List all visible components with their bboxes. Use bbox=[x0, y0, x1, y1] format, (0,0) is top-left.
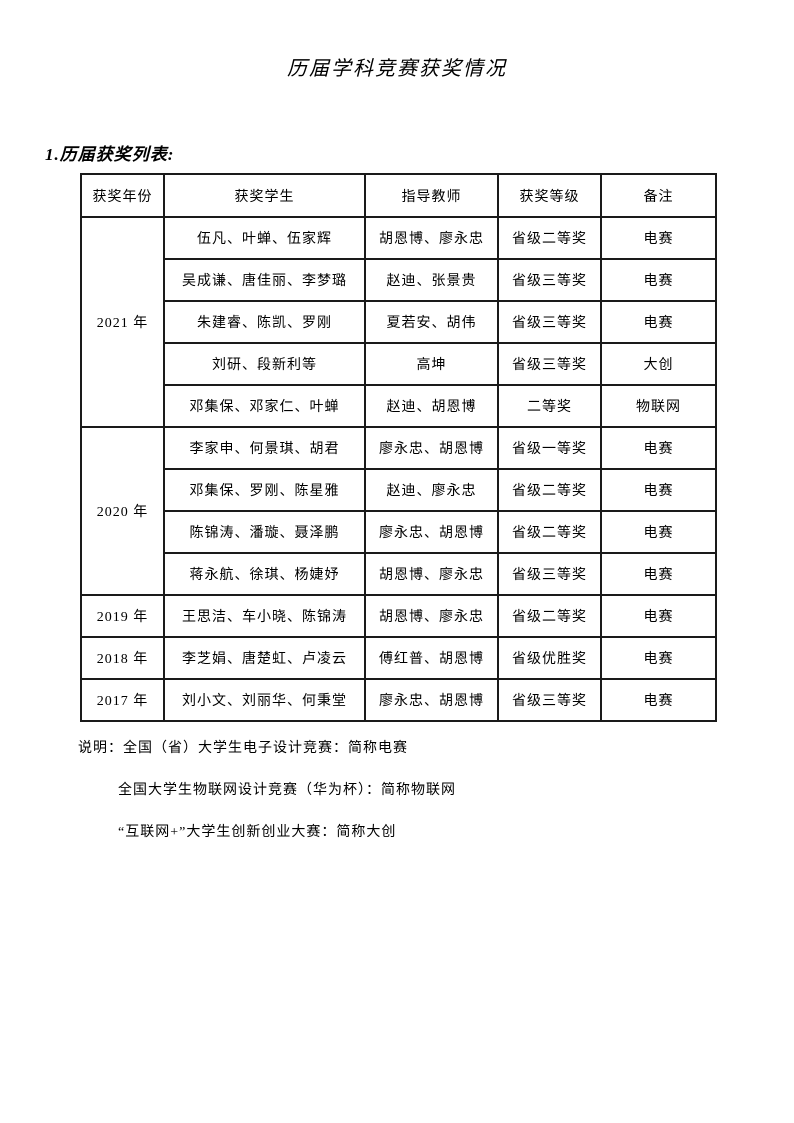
note-line: “互联网+”大学生创新创业大赛：简称大创 bbox=[118, 825, 397, 840]
note-cell: 电赛 bbox=[600, 552, 717, 596]
teachers-cell: 胡恩博、廖永忠 bbox=[364, 594, 499, 638]
award-cell: 省级二等奖 bbox=[497, 468, 602, 512]
teachers-cell: 赵迪、廖永忠 bbox=[364, 468, 499, 512]
teachers-cell: 赵迪、张景贵 bbox=[364, 258, 499, 302]
teachers-cell: 廖永忠、胡恩博 bbox=[364, 426, 499, 470]
note-cell: 电赛 bbox=[600, 636, 717, 680]
year-cell: 2020 年 bbox=[80, 426, 165, 596]
table-row: 2017 年刘小文、刘丽华、何秉堂 廖永忠、胡恩博 省级三等奖 电赛 bbox=[80, 678, 717, 722]
students-cell: 蒋永航、徐琪、杨婕妤 bbox=[163, 552, 366, 596]
notes-label: 说明： bbox=[78, 741, 123, 756]
table-row: 2021 年伍凡、叶蝉、伍家辉 胡恩博、廖永忠 省级二等奖 电赛 bbox=[80, 216, 717, 428]
students-cell: 伍凡、叶蝉、伍家辉 bbox=[163, 216, 366, 260]
teachers-cell: 赵迪、胡恩博 bbox=[364, 384, 499, 428]
teachers-cell: 廖永忠、胡恩博 bbox=[364, 678, 499, 722]
year-cell: 2021 年 bbox=[80, 216, 165, 428]
award-cell: 省级二等奖 bbox=[497, 510, 602, 554]
note-cell: 电赛 bbox=[600, 678, 717, 722]
award-cell: 省级优胜奖 bbox=[497, 636, 602, 680]
award-cell: 省级二等奖 bbox=[497, 216, 602, 260]
students-cell: 吴成谦、唐佳丽、李梦璐 bbox=[163, 258, 366, 302]
teachers-cell: 夏若安、胡伟 bbox=[364, 300, 499, 344]
note-cell: 大创 bbox=[600, 342, 717, 386]
header-cell-year: 获奖年份 bbox=[80, 173, 165, 218]
award-cell: 省级一等奖 bbox=[497, 426, 602, 470]
teachers-cell: 胡恩博、廖永忠 bbox=[364, 216, 499, 260]
award-cell: 省级三等奖 bbox=[497, 342, 602, 386]
students-cell: 李芝娟、唐楚虹、卢凌云 bbox=[163, 636, 366, 680]
note-cell: 电赛 bbox=[600, 468, 717, 512]
table-header-row: 获奖年份 获奖学生 指导教师 获奖等级 备注 bbox=[80, 173, 717, 218]
table-row: 陈锦涛、潘璇、聂泽鹏 廖永忠、胡恩博 省级二等奖 电赛 bbox=[81, 510, 717, 554]
note-cell: 电赛 bbox=[600, 426, 717, 470]
teachers-cell: 高坤 bbox=[364, 342, 499, 386]
table-row: 朱建睿、陈凯、罗刚 夏若安、胡伟 省级三等奖 电赛 bbox=[81, 300, 717, 344]
award-cell: 省级三等奖 bbox=[497, 552, 602, 596]
students-cell: 王思洁、车小晓、陈锦涛 bbox=[163, 594, 366, 638]
note-cell: 电赛 bbox=[600, 510, 717, 554]
table-row: 刘研、段新利等 高坤 省级三等奖 大创 bbox=[81, 342, 717, 386]
notes: 说明：全国（省）大学生电子设计竞赛：简称电赛 全国大学生物联网设计竞赛（华为杯）… bbox=[78, 737, 456, 863]
students-cell: 朱建睿、陈凯、罗刚 bbox=[163, 300, 366, 344]
year-cell: 2018 年 bbox=[80, 636, 165, 680]
table-row: 吴成谦、唐佳丽、李梦璐 赵迪、张景贵 省级三等奖 电赛 bbox=[81, 258, 717, 302]
award-cell: 省级三等奖 bbox=[497, 678, 602, 722]
header-cell-award: 获奖等级 bbox=[497, 173, 602, 218]
table-row: 2018 年李芝娟、唐楚虹、卢凌云 傅红普、胡恩博 省级优胜奖 电赛 bbox=[80, 636, 717, 680]
students-cell: 邓集保、邓家仁、叶蝉 bbox=[163, 384, 366, 428]
award-cell: 二等奖 bbox=[497, 384, 602, 428]
header-cell-note: 备注 bbox=[600, 173, 717, 218]
awards-table: 获奖年份 获奖学生 指导教师 获奖等级 备注 2021 年伍凡、叶蝉、伍家辉 胡恩… bbox=[80, 173, 717, 722]
table-row: 邓集保、邓家仁、叶蝉 赵迪、胡恩博 二等奖 物联网 bbox=[81, 384, 717, 428]
table-row: 2019 年王思洁、车小晓、陈锦涛 胡恩博、廖永忠 省级二等奖 电赛 bbox=[80, 594, 717, 638]
note-cell: 电赛 bbox=[600, 216, 717, 260]
year-cell: 2017 年 bbox=[80, 678, 165, 722]
note-line: 说明：全国（省）大学生电子设计竞赛：简称电赛 bbox=[78, 737, 456, 757]
table-row: 邓集保、罗刚、陈星雅 赵迪、廖永忠 省级二等奖 电赛 bbox=[81, 468, 717, 512]
award-cell: 省级三等奖 bbox=[497, 300, 602, 344]
section-heading: 1.历届获奖列表: bbox=[45, 145, 175, 164]
students-cell: 刘小文、刘丽华、何秉堂 bbox=[163, 678, 366, 722]
students-cell: 李家申、何景琪、胡君 bbox=[163, 426, 366, 470]
award-cell: 省级二等奖 bbox=[497, 594, 602, 638]
year-cell: 2019 年 bbox=[80, 594, 165, 638]
teachers-cell: 傅红普、胡恩博 bbox=[364, 636, 499, 680]
note-cell: 电赛 bbox=[600, 594, 717, 638]
teachers-cell: 胡恩博、廖永忠 bbox=[364, 552, 499, 596]
header-cell-students: 获奖学生 bbox=[163, 173, 366, 218]
teachers-cell: 廖永忠、胡恩博 bbox=[364, 510, 499, 554]
award-cell: 省级三等奖 bbox=[497, 258, 602, 302]
note-cell: 物联网 bbox=[600, 384, 717, 428]
students-cell: 刘研、段新利等 bbox=[163, 342, 366, 386]
students-cell: 邓集保、罗刚、陈星雅 bbox=[163, 468, 366, 512]
table-row: 2020 年李家申、何景琪、胡君 廖永忠、胡恩博 省级一等奖 电赛 bbox=[80, 426, 717, 596]
note-cell: 电赛 bbox=[600, 300, 717, 344]
table-row: 蒋永航、徐琪、杨婕妤 胡恩博、廖永忠 省级三等奖 电赛 bbox=[81, 552, 717, 596]
students-cell: 陈锦涛、潘璇、聂泽鹏 bbox=[163, 510, 366, 554]
note-text: 全国（省）大学生电子设计竞赛：简称电赛 bbox=[123, 741, 408, 756]
note-line: 全国大学生物联网设计竞赛（华为杯）：简称物联网 bbox=[118, 783, 456, 798]
page-title: 历届学科竞赛获奖情况 bbox=[287, 58, 507, 80]
header-cell-teachers: 指导教师 bbox=[364, 173, 499, 218]
note-cell: 电赛 bbox=[600, 258, 717, 302]
table-body: 2021 年伍凡、叶蝉、伍家辉 胡恩博、廖永忠 省级二等奖 电赛 吴成谦、唐佳丽、李梦璐… bbox=[80, 216, 717, 722]
